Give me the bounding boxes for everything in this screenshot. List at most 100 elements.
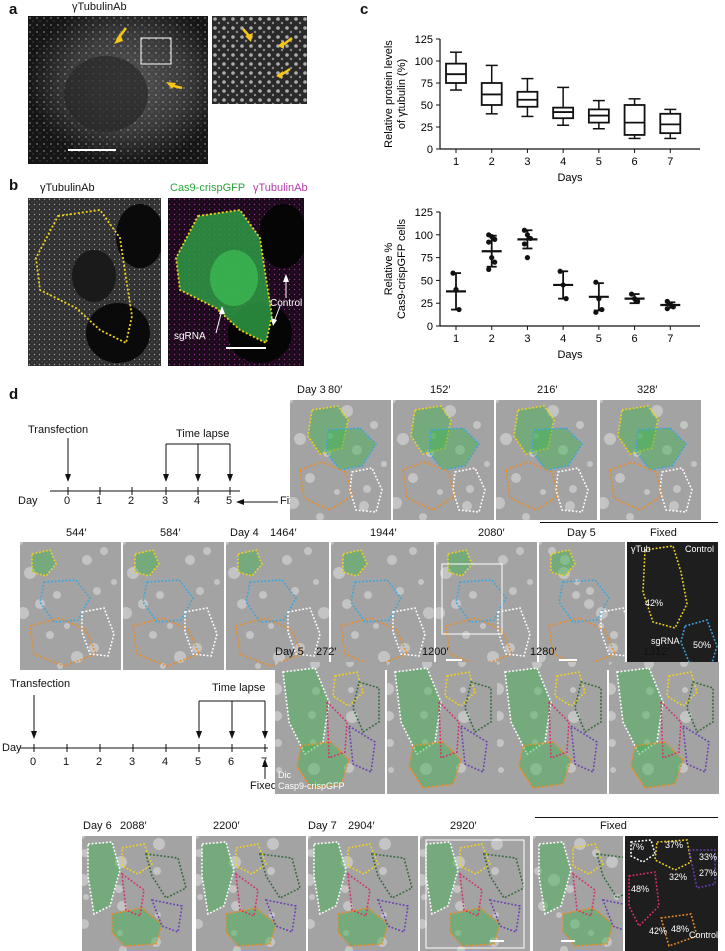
cell-outline: [29, 617, 98, 667]
control-label: Control: [685, 544, 715, 554]
cell-outline: [296, 741, 350, 789]
cell-outline: [600, 607, 625, 657]
cell-outline: [121, 872, 145, 918]
cell-outline: [237, 549, 263, 577]
x-tick-label: 4: [560, 333, 566, 345]
box-5: [587, 99, 610, 130]
cell-outline: [635, 427, 688, 471]
timeline2-time-lapse: Time lapse: [212, 682, 266, 694]
panel-b-title-magenta: γTubulinAb: [253, 182, 308, 194]
timeline2-tick-label: 1: [63, 756, 70, 768]
y-tick-label: 125: [415, 207, 433, 219]
cell-outline: [392, 607, 426, 657]
row3-time-label: 272′: [316, 646, 337, 658]
y-axis-label-line2: Cas9-crispGFP cells: [396, 218, 408, 319]
scatter-chart: 0 25 50 75 100 125 1 2 3 4 5 6 7 Days Relative %Cas9-c…: [383, 207, 700, 360]
row4-time-label: 2920′: [450, 820, 477, 832]
group-2: [481, 232, 502, 273]
timeline2-tick-label: 5: [195, 756, 202, 768]
cell-outline: [438, 699, 460, 760]
cell-outline: [39, 579, 91, 623]
cell-outline: [245, 579, 297, 623]
box-1: [445, 51, 467, 91]
cell-outline: [688, 849, 716, 889]
y-tick-label: 125: [415, 34, 433, 46]
control-label: Control: [270, 298, 303, 309]
percent-label: 42%: [649, 926, 668, 936]
y-axis-label-line1: Relative protein levels: [383, 40, 395, 148]
panel-b-left-micrograph: [28, 198, 161, 366]
group-5: [588, 279, 609, 315]
timeline1-tick-label: 5: [226, 495, 233, 507]
row4-frame-fixed: 7% 37% 33% 27% 32% 48% 42% 48% Control: [625, 836, 718, 951]
row2-time-label: 544′: [66, 527, 87, 539]
cell-outline: [144, 853, 187, 900]
micrograph-image: [290, 400, 391, 520]
percent-label: 42%: [645, 598, 664, 608]
group-3: [517, 227, 538, 261]
cell-outline: [513, 405, 555, 455]
cell-outline: [488, 898, 521, 934]
cell-outline: [659, 467, 693, 513]
micrograph-image: [393, 400, 494, 520]
cell-outline: [455, 579, 507, 623]
panel-a-title: γTubulinAb: [72, 1, 127, 13]
cell-outline: [225, 907, 277, 947]
zoom-box: [140, 37, 172, 65]
micrograph-image: [123, 542, 224, 670]
cell-outline: [235, 843, 267, 875]
timeline2-tick-label: 0: [30, 756, 37, 768]
arrow-icon: [114, 27, 183, 90]
row3-frame-3: [497, 662, 607, 794]
row4-frame-4: [420, 836, 530, 951]
panel-b-right-micrograph: sgRNA Control: [168, 198, 304, 366]
row2-frame-5: [436, 542, 537, 670]
cell-outline: [332, 671, 364, 708]
timeline1-time-lapse: Time lapse: [176, 428, 230, 440]
cell-outline: [452, 467, 486, 513]
group-7: [660, 298, 681, 312]
group-1: [446, 270, 466, 313]
timeline2-tick-label: 4: [162, 756, 169, 768]
group-4: [553, 268, 574, 302]
cell-outline: [617, 405, 659, 455]
sgrna-label: sgRNA: [174, 331, 206, 342]
row4-time-label: 2200′: [213, 820, 240, 832]
timeline2-tick-label: 3: [129, 756, 136, 768]
cell-outline: [134, 549, 160, 577]
cell-outline: [447, 549, 473, 577]
cell-outline: [410, 405, 452, 455]
data-point: [486, 266, 492, 273]
row1-frame-2: [393, 400, 494, 520]
cell-outline: [444, 671, 476, 708]
cell-outline: [313, 841, 347, 916]
x-tick-label: 3: [524, 333, 530, 345]
cell-outline: [201, 841, 235, 916]
timeline1-tick-label: 4: [194, 495, 201, 507]
timeline1-tick-label: 0: [64, 495, 71, 507]
cell-outline: [347, 843, 379, 875]
timeline1-tick-label: 3: [162, 495, 169, 507]
box-2: [480, 64, 503, 115]
percent-label: 50%: [693, 640, 712, 650]
x-tick-label: 7: [667, 333, 673, 345]
cell-outline: [342, 549, 368, 577]
cell-outline: [258, 853, 301, 900]
cell-outline: [264, 898, 297, 934]
row1-frame-3: [496, 400, 597, 520]
cell-outline: [282, 667, 330, 756]
cell-outline: [558, 579, 610, 623]
x-tick-label: 5: [596, 156, 602, 168]
cell-outline: [572, 872, 596, 918]
casp9-label: Casp9-crispGFP: [278, 781, 345, 791]
panel-d-label: d: [9, 386, 19, 403]
cell-outline: [326, 699, 348, 760]
data-point: [524, 255, 531, 261]
cell-outline: [531, 427, 584, 471]
row1-frame-1: [290, 400, 391, 520]
y-tick-label: 50: [421, 275, 433, 287]
cell-outline: [550, 549, 576, 577]
cell-outline: [121, 843, 153, 875]
row3-time-label: 1312′: [643, 646, 670, 658]
